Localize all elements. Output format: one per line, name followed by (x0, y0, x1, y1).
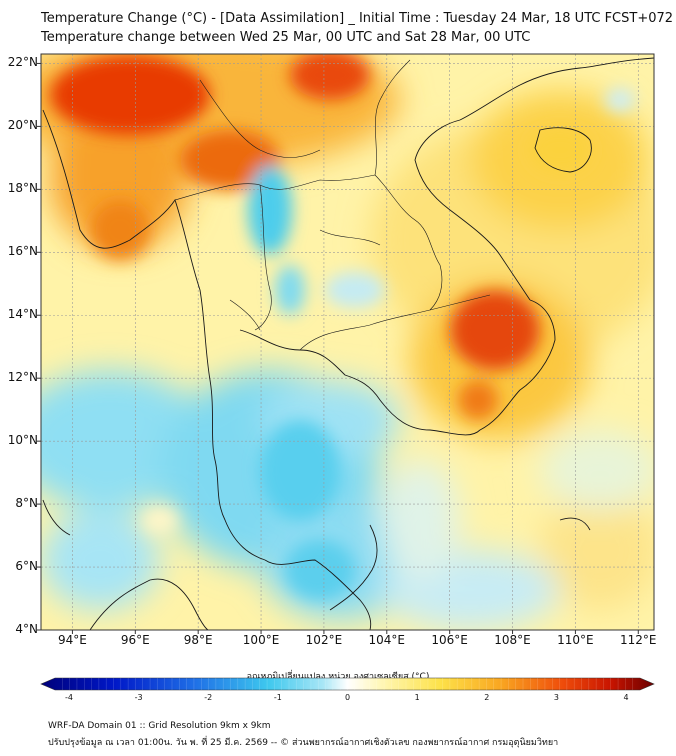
temperature-change-map (37, 53, 655, 634)
colorbar (40, 677, 655, 691)
colorbar-title: อุณหภูมิเปลี่ยนแปลง หน่วย องศาเซลเซียส (… (246, 672, 430, 682)
lon-label: 98°E (183, 633, 213, 647)
lon-label: 96°E (120, 633, 150, 647)
lat-label: 4°N (15, 622, 38, 636)
colorbar-segments (62, 678, 633, 690)
lat-label: 20°N (7, 118, 38, 133)
lon-label: 112°E (620, 633, 657, 647)
colorbar-tick: 3 (553, 693, 559, 702)
footer-model-info: WRF-DA Domain 01 :: Grid Resolution 9km … (48, 721, 271, 731)
map-frame (40, 53, 655, 631)
lon-label: 104°E (368, 633, 406, 647)
map-title: Temperature Change (°C) - [Data Assimila… (41, 11, 674, 26)
lat-label: 12°N (7, 370, 38, 385)
lat-label: 6°N (15, 559, 38, 574)
lon-label: 110°E (557, 633, 594, 647)
colorbar-tick: 4 (623, 693, 629, 702)
colorbar-tick: -1 (273, 693, 282, 702)
intense-anomalies (50, 54, 635, 600)
lon-label: 100°E (242, 633, 280, 647)
lat-label: 10°N (7, 433, 38, 448)
lat-label: 22°N (7, 55, 38, 70)
lon-label: 108°E (494, 633, 531, 647)
lon-label: 106°E (431, 633, 468, 647)
graticule (41, 54, 654, 630)
lat-label: 8°N (15, 496, 38, 511)
lon-label: 102°E (305, 633, 343, 647)
colorbar-tick: -3 (134, 693, 143, 702)
footer-credit: ปรับปรุงข้อมูล ณ เวลา 01:00น. วัน พ. ที่… (48, 738, 559, 748)
colorbar-tick: 2 (484, 693, 490, 702)
lat-label: 14°N (7, 307, 38, 322)
colorbar-fill (40, 677, 655, 691)
lat-label: 18°N (7, 181, 38, 196)
colorbar-tick: 0 (344, 693, 351, 702)
temperature-field (41, 54, 654, 630)
axis-ticks (37, 62, 639, 634)
colorbar-tick: -2 (204, 693, 213, 702)
lat-label: 16°N (7, 244, 38, 259)
coastlines-borders (42, 57, 654, 630)
colorbar-tick: 1 (414, 693, 420, 702)
colorbar-tick: -4 (65, 693, 73, 702)
map-subtitle: Temperature change between Wed 25 Mar, 0… (41, 30, 531, 45)
lon-label: 94°E (57, 633, 87, 647)
